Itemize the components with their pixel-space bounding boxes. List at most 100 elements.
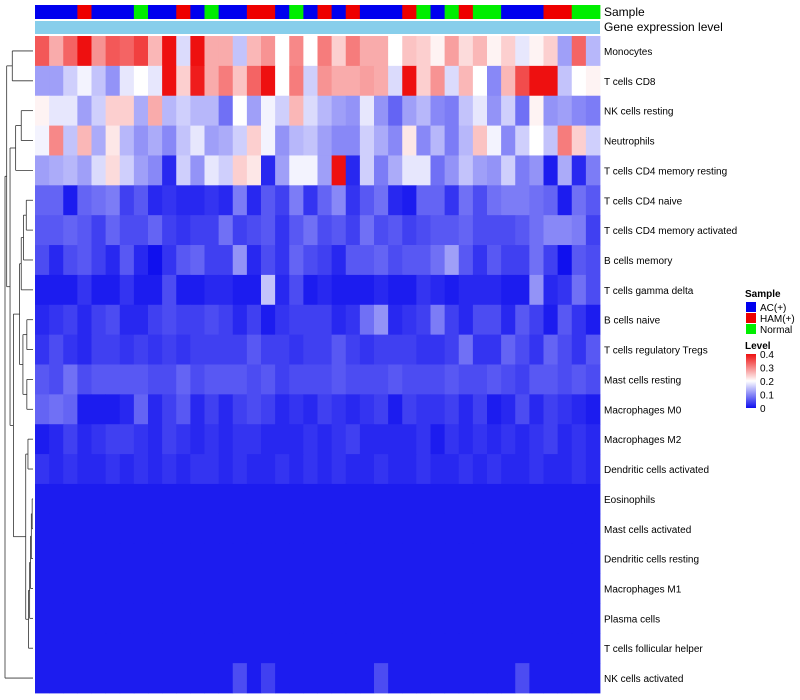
heatmap-cell xyxy=(218,483,234,515)
heatmap-cell xyxy=(232,573,248,604)
heatmap-cell xyxy=(571,95,587,126)
heatmap-cell xyxy=(374,95,389,126)
heatmap-cell xyxy=(430,573,446,604)
heatmap-cell xyxy=(275,603,290,634)
heatmap-cell xyxy=(402,95,417,126)
heatmap-cell xyxy=(232,454,248,485)
heatmap-cell xyxy=(232,304,248,336)
heatmap-cell xyxy=(246,513,262,545)
heatmap-cell xyxy=(218,65,234,97)
heatmap-cell xyxy=(430,633,446,664)
heatmap-cell xyxy=(218,245,234,276)
heatmap-cell xyxy=(303,573,318,604)
heatmap-cell xyxy=(317,185,333,216)
heatmap-cell xyxy=(388,245,403,276)
heatmap-cell xyxy=(458,274,474,306)
heatmap-cell xyxy=(345,364,361,395)
heatmap-cell xyxy=(374,155,389,186)
heatmap-cell xyxy=(543,274,559,306)
heatmap-cell xyxy=(261,304,276,336)
heatmap-cell xyxy=(133,483,149,515)
heatmap-cell xyxy=(303,334,318,365)
heatmap-cell xyxy=(77,633,92,664)
sample-cell xyxy=(148,5,163,19)
heatmap-cell xyxy=(63,663,78,694)
heatmap-cell xyxy=(585,125,601,156)
heatmap-cell xyxy=(218,513,234,545)
heatmap-cell xyxy=(218,364,234,395)
heatmap-cell xyxy=(374,125,389,156)
heatmap-cell xyxy=(232,245,248,276)
heatmap-cell xyxy=(359,663,375,694)
heatmap-cell xyxy=(345,394,361,425)
heatmap-cell xyxy=(487,543,502,574)
heatmap-cell xyxy=(444,304,460,336)
heatmap-cell xyxy=(402,603,417,634)
heatmap-cell xyxy=(105,215,121,246)
heatmap-cell xyxy=(49,543,64,574)
heatmap-cell xyxy=(472,483,488,515)
level-legend-tick: 0 xyxy=(760,404,766,415)
heatmap-cell xyxy=(246,304,262,336)
heatmap-cell xyxy=(119,125,135,156)
heatmap-cell xyxy=(148,185,163,216)
heatmap-cell xyxy=(557,603,573,634)
heatmap-cell xyxy=(303,65,318,97)
heatmap-cell xyxy=(543,36,559,67)
heatmap-cell xyxy=(119,633,135,664)
heatmap-cell xyxy=(218,274,234,306)
heatmap-cell xyxy=(289,125,304,156)
heatmap-cell xyxy=(218,543,234,574)
heatmap-cell xyxy=(317,215,333,246)
heatmap-cell xyxy=(359,603,375,634)
heatmap-cell xyxy=(49,364,64,395)
heatmap-cell xyxy=(261,424,276,455)
heatmap-cell xyxy=(204,334,220,365)
heatmap-cell xyxy=(571,36,587,67)
heatmap-cell xyxy=(515,36,530,67)
heatmap-cell xyxy=(232,364,248,395)
heatmap-cell xyxy=(176,543,191,574)
heatmap-cell xyxy=(501,483,516,515)
heatmap-cell xyxy=(289,483,304,515)
heatmap-cell xyxy=(501,513,516,545)
heatmap-cell xyxy=(190,663,205,694)
heatmap-cell xyxy=(63,603,78,634)
heatmap-cell xyxy=(105,185,121,216)
heatmap-cell xyxy=(162,245,177,276)
heatmap-cell xyxy=(35,394,50,425)
heatmap-cell xyxy=(246,543,262,574)
heatmap-cell xyxy=(232,603,248,634)
heatmap-cell xyxy=(416,633,431,664)
heatmap-cell xyxy=(49,483,64,515)
heatmap-cell xyxy=(49,274,64,306)
heatmap-cell xyxy=(289,454,304,485)
heatmap-cell xyxy=(402,125,417,156)
heatmap-cell xyxy=(246,633,262,664)
heatmap-cell xyxy=(176,364,191,395)
heatmap-cell xyxy=(261,155,276,186)
heatmap-cell xyxy=(246,364,262,395)
heatmap-cell xyxy=(162,603,177,634)
heatmap-cell xyxy=(63,155,78,186)
heatmap-cell xyxy=(63,36,78,67)
heatmap-cell xyxy=(430,65,446,97)
heatmap-cell xyxy=(317,394,333,425)
heatmap-cell xyxy=(501,95,516,126)
heatmap-cell xyxy=(557,245,573,276)
heatmap-cell xyxy=(91,334,107,365)
heatmap-cell xyxy=(487,36,502,67)
heatmap-cell xyxy=(63,65,78,97)
heatmap-cell xyxy=(444,394,460,425)
heatmap-cell xyxy=(458,65,474,97)
heatmap-cell xyxy=(119,663,135,694)
heatmap-cell xyxy=(529,483,544,515)
heatmap-cell xyxy=(571,274,587,306)
heatmap-cell xyxy=(176,185,191,216)
heatmap-cell xyxy=(148,573,163,604)
heatmap-cell xyxy=(472,245,488,276)
heatmap-cell xyxy=(232,334,248,365)
level-legend-tick: 0.1 xyxy=(760,391,774,402)
heatmap-cell xyxy=(261,65,276,97)
heatmap-cell xyxy=(515,215,530,246)
